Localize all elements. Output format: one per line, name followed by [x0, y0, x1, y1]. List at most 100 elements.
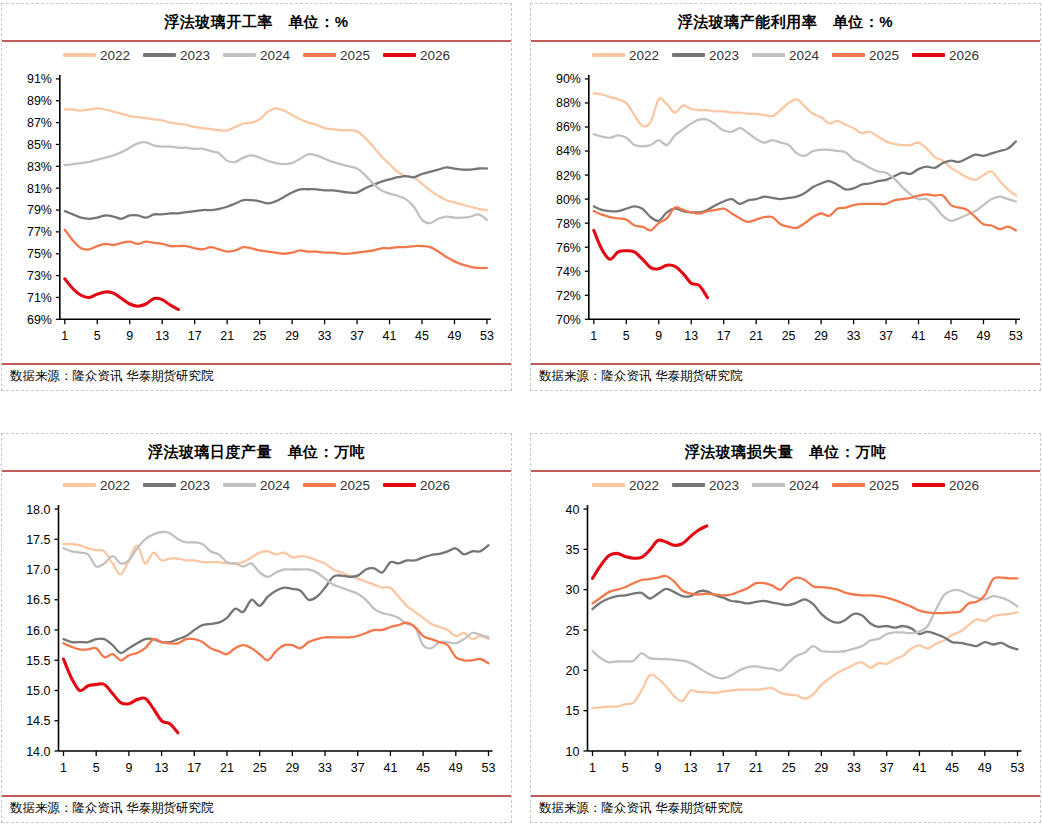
x-axis-tick-label: 17 [716, 761, 730, 775]
x-axis-tick-label: 17 [717, 329, 731, 343]
x-axis-tick-label: 53 [480, 329, 494, 343]
legend-year-label: 2025 [340, 478, 370, 493]
legend-line-swatch [592, 53, 625, 57]
y-axis-tick-label: 20 [566, 664, 580, 678]
x-axis-tick-label: 9 [655, 329, 662, 343]
legend-year-label: 2026 [420, 478, 450, 493]
chart-legend: 20222023202420252026 [531, 45, 1040, 65]
legend-item-2022: 2022 [63, 48, 130, 63]
x-axis-tick-label: 33 [847, 761, 861, 775]
x-axis-tick-label: 21 [749, 761, 763, 775]
legend-year-label: 2022 [629, 478, 659, 493]
x-axis-tick-label: 29 [285, 329, 299, 343]
legend-item-2025: 2025 [832, 48, 899, 63]
legend-item-2025: 2025 [303, 478, 370, 493]
legend-year-label: 2024 [260, 48, 290, 63]
y-axis-tick-label: 75% [27, 247, 52, 261]
y-axis-tick-label: 25 [566, 624, 580, 638]
legend-year-label: 2023 [709, 478, 739, 493]
legend-year-label: 2026 [949, 48, 979, 63]
chart-area: 20222023202420252026 18.017.517.016.516.… [2, 472, 511, 795]
legend-year-label: 2024 [789, 478, 819, 493]
series-line-2026 [65, 279, 179, 310]
x-axis-tick-label: 41 [383, 761, 397, 775]
y-axis-tick-label: 14.5 [26, 714, 50, 728]
y-axis-tick-label: 16.5 [26, 593, 50, 607]
legend-line-swatch [832, 483, 865, 487]
y-axis-tick-label: 15 [566, 704, 580, 718]
legend-item-2026: 2026 [912, 478, 979, 493]
y-axis-tick-label: 17.5 [26, 533, 50, 547]
legend-line-swatch [223, 53, 256, 57]
x-axis-tick-label: 37 [880, 761, 894, 775]
y-axis-tick-label: 35 [566, 543, 580, 557]
x-axis-tick-label: 41 [912, 329, 926, 343]
x-axis-tick-label: 29 [285, 761, 299, 775]
x-axis-tick-label: 9 [125, 761, 132, 775]
legend-item-2026: 2026 [912, 48, 979, 63]
x-axis-tick-label: 5 [623, 329, 630, 343]
legend-line-swatch [63, 53, 96, 57]
legend-year-label: 2024 [260, 478, 290, 493]
x-axis-tick-label: 49 [977, 329, 991, 343]
x-axis-tick-label: 49 [978, 761, 992, 775]
legend-line-swatch [383, 483, 416, 487]
y-axis-tick-label: 16.0 [26, 624, 50, 638]
x-axis-tick-label: 13 [155, 329, 169, 343]
data-source-text: 数据来源：隆众资讯 华泰期货研究院 [2, 797, 511, 822]
data-source-text: 数据来源：隆众资讯 华泰期货研究院 [531, 797, 1040, 822]
x-axis-tick-label: 1 [60, 761, 67, 775]
y-axis-tick-label: 15.5 [26, 654, 50, 668]
chart-legend: 20222023202420252026 [2, 475, 511, 495]
legend-item-2024: 2024 [223, 48, 290, 63]
legend-item-2023: 2023 [143, 478, 210, 493]
x-axis-tick-label: 33 [318, 329, 332, 343]
x-axis-tick-label: 17 [188, 329, 202, 343]
y-axis-tick-label: 70% [556, 313, 581, 327]
x-axis-tick-label: 13 [155, 761, 169, 775]
legend-line-swatch [143, 53, 176, 57]
legend-year-label: 2025 [340, 48, 370, 63]
legend-year-label: 2026 [949, 478, 979, 493]
panel-daily-output: 浮法玻璃日度产量 单位：万吨 20222023202420252026 18.0… [1, 433, 512, 823]
chart-area: 20222023202420252026 91%89%87%85%83%81%7… [2, 42, 511, 363]
legend-item-2026: 2026 [383, 478, 450, 493]
x-axis-tick-label: 9 [654, 761, 661, 775]
y-axis-tick-label: 40 [566, 503, 580, 517]
legend-item-2023: 2023 [143, 48, 210, 63]
x-axis-tick-label: 53 [482, 761, 496, 775]
x-axis-tick-label: 21 [220, 761, 234, 775]
y-axis-tick-label: 87% [27, 116, 52, 130]
series-line-2026 [594, 230, 708, 297]
y-axis-tick-label: 86% [556, 120, 581, 134]
series-line-2025 [594, 194, 1016, 230]
legend-item-2023: 2023 [672, 48, 739, 63]
chart-area: 20222023202420252026 4035302520151015913… [531, 472, 1040, 795]
panel-loss-volume: 浮法玻璃损失量 单位：万吨 20222023202420252026 40353… [530, 433, 1041, 823]
legend-year-label: 2022 [100, 48, 130, 63]
x-axis-tick-label: 41 [383, 329, 397, 343]
x-axis-tick-label: 17 [187, 761, 201, 775]
daily-output-chart-canvas: 18.017.517.016.516.015.515.014.514.01591… [2, 495, 511, 795]
legend-line-swatch [383, 53, 416, 57]
chart-title: 浮法玻璃开工率 单位：% [2, 4, 511, 40]
y-axis-tick-label: 76% [556, 241, 581, 255]
panel-capacity-utilization: 浮法玻璃产能利用率 单位：% 20222023202420252026 90%8… [530, 3, 1041, 391]
series-line-2023 [594, 141, 1016, 221]
legend-year-label: 2025 [869, 478, 899, 493]
y-axis-tick-label: 89% [27, 94, 52, 108]
legend-item-2022: 2022 [592, 48, 659, 63]
legend-line-swatch [672, 483, 705, 487]
x-axis-tick-label: 21 [749, 329, 763, 343]
series-line-2023 [593, 589, 1018, 650]
x-axis-tick-label: 49 [448, 329, 462, 343]
x-axis-tick-label: 5 [94, 329, 101, 343]
x-axis-tick-label: 33 [318, 761, 332, 775]
x-axis-tick-label: 25 [253, 329, 267, 343]
operating-rate-chart-canvas: 91%89%87%85%83%81%79%77%75%73%71%69%1591… [2, 65, 511, 363]
chart-area: 20222023202420252026 90%88%86%84%82%80%7… [531, 42, 1040, 363]
y-axis-tick-label: 17.0 [26, 563, 50, 577]
y-axis-tick-label: 81% [27, 182, 52, 196]
y-axis-tick-label: 91% [27, 72, 52, 86]
series-line-2026 [593, 526, 707, 579]
